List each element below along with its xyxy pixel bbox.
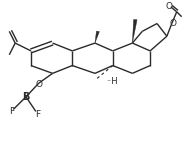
Polygon shape <box>132 20 137 43</box>
Text: F: F <box>9 107 14 116</box>
Text: O: O <box>35 80 42 89</box>
Text: ··H: ··H <box>106 77 117 86</box>
Text: B: B <box>22 92 30 102</box>
Text: O: O <box>169 19 176 28</box>
Polygon shape <box>95 31 99 43</box>
Text: F: F <box>35 110 40 119</box>
Text: O: O <box>165 2 172 11</box>
